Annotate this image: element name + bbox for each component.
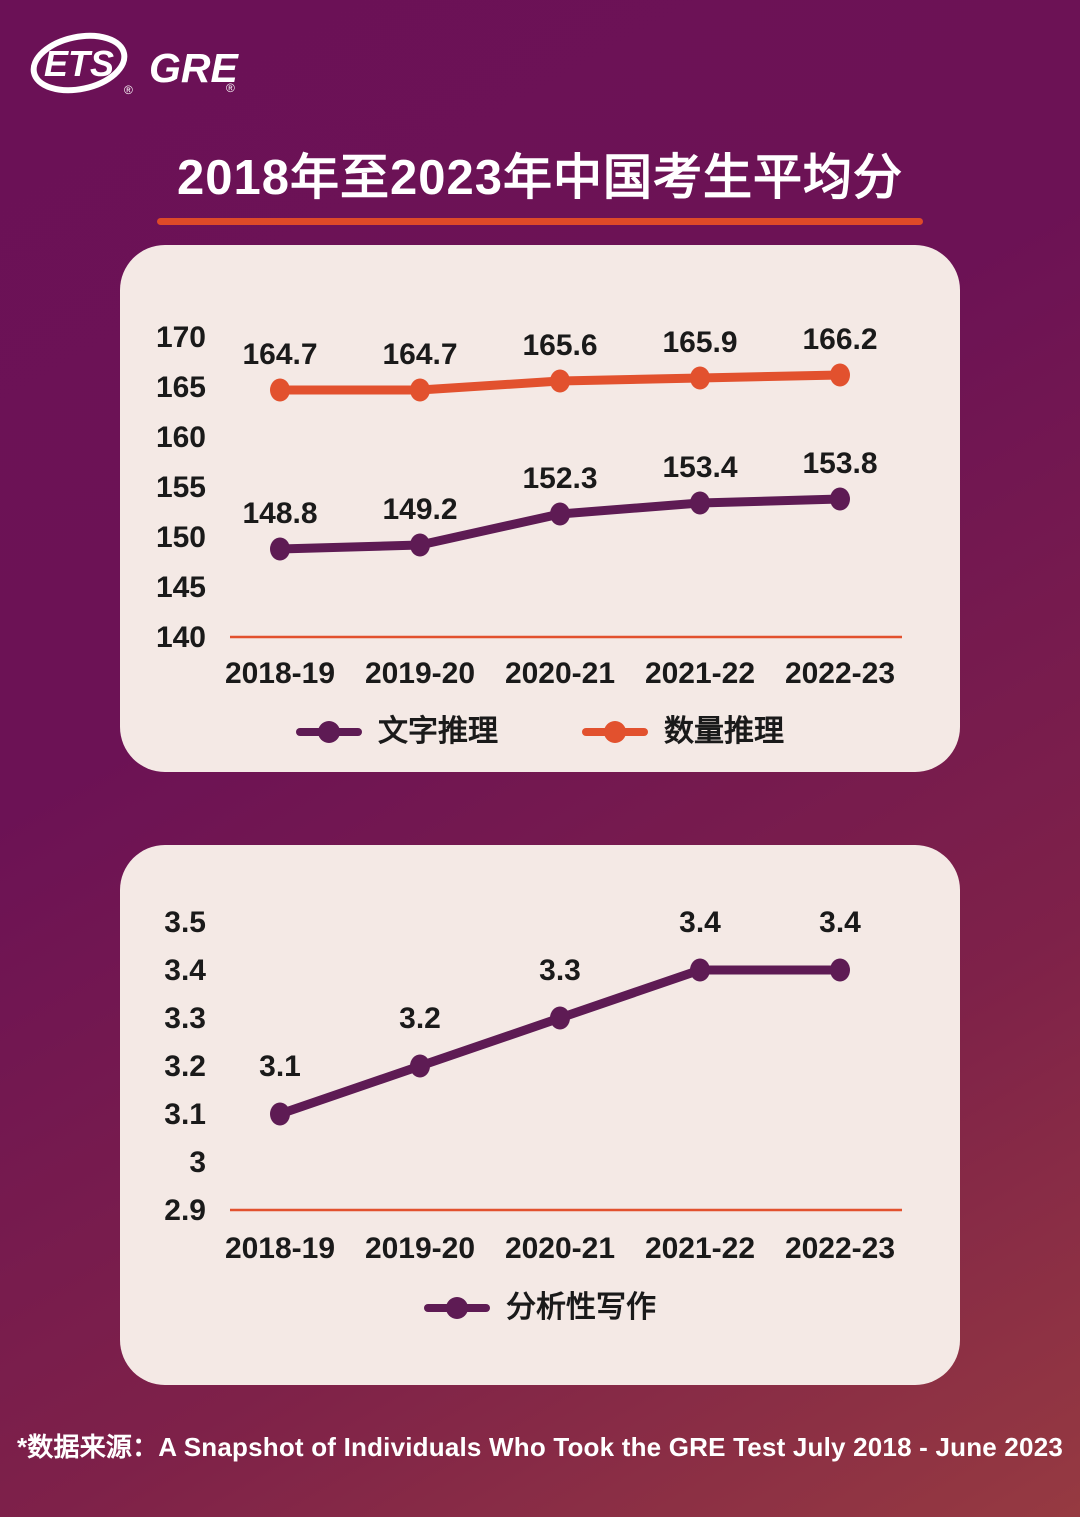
ets-oval-mark: ETS ® <box>30 32 133 97</box>
x-tick-label: 2022-23 <box>785 1232 895 1265</box>
data-point-label: 164.7 <box>382 338 457 371</box>
legend-line-marker-icon <box>424 1297 490 1319</box>
x-tick-label: 2018-19 <box>225 657 335 690</box>
data-point-label: 153.8 <box>802 447 877 480</box>
data-point-marker <box>270 1102 290 1126</box>
gre-wordmark: GRE ® <box>149 45 240 95</box>
y-tick-label: 155 <box>156 471 206 504</box>
legend-dot-icon <box>446 1297 468 1319</box>
ets-gre-logo: ETS ® GRE ® <box>30 32 240 97</box>
legend-dot-icon <box>318 721 340 743</box>
data-point-marker <box>690 958 710 982</box>
data-point-marker <box>830 958 850 982</box>
x-tick-label: 2020-21 <box>505 657 615 690</box>
data-point-marker <box>410 533 430 557</box>
legend-label: 数量推理 <box>664 715 784 748</box>
data-point-marker <box>410 1054 430 1078</box>
legend-item: 数量推理 <box>582 717 784 747</box>
gre-logo-text: GRE <box>149 45 240 91</box>
data-point-marker <box>550 1006 570 1030</box>
y-tick-label: 145 <box>156 571 206 604</box>
data-point-marker <box>830 487 850 511</box>
ets-oval-swoosh <box>30 32 128 94</box>
writing-line-chart: 3.5 3.4 3.3 3.2 3.1 3 2.9 2018-19 2019-20 2020-21… <box>164 906 902 1265</box>
y-tick-label: 3.1 <box>164 1098 206 1131</box>
y-tick-label: 150 <box>156 521 206 554</box>
legend-item: 文字推理 <box>296 717 498 747</box>
y-tick-label: 3.2 <box>164 1050 206 1083</box>
y-tick-label: 2.9 <box>164 1194 206 1227</box>
x-tick-label: 2020-21 <box>505 1232 615 1265</box>
x-tick-label: 2019-20 <box>365 657 475 690</box>
data-point-label: 152.3 <box>522 462 597 495</box>
data-point-marker <box>550 502 570 526</box>
data-point-marker <box>270 378 290 402</box>
data-point-label: 165.9 <box>662 326 737 359</box>
x-tick-label: 2019-20 <box>365 1232 475 1265</box>
page-title: 2018年至2023年中国考生平均分 <box>176 151 903 205</box>
data-point-label: 166.2 <box>802 323 877 356</box>
writing-legend: 分析性写作 <box>120 1293 960 1323</box>
y-tick-label: 3 <box>189 1146 206 1179</box>
data-source-note: *数据来源：A Snapshot of Individuals Who Took… <box>16 1432 1064 1462</box>
y-tick-label: 140 <box>156 621 206 654</box>
data-point-label: 3.4 <box>679 906 721 939</box>
data-point-label: 3.3 <box>539 954 581 987</box>
data-point-marker <box>690 491 710 515</box>
legend-line-marker-icon <box>296 721 362 743</box>
x-tick-label: 2021-22 <box>645 1232 755 1265</box>
data-point-marker <box>550 369 570 393</box>
data-point-label: 3.1 <box>259 1050 301 1083</box>
verbal-quant-chart-panel: 170 165 160 155 150 145 140 2018-19 2019-20 2020-… <box>120 245 960 772</box>
x-tick-label: 2022-23 <box>785 657 895 690</box>
x-tick-label: 2018-19 <box>225 1232 335 1265</box>
title-underline <box>157 218 923 226</box>
title-block: 2018年至2023年中国考生平均分 <box>0 150 1080 226</box>
data-point-label: 165.6 <box>522 329 597 362</box>
data-point-label: 164.7 <box>242 338 317 371</box>
series-line <box>275 965 845 1119</box>
y-tick-label: 3.5 <box>164 906 206 939</box>
legend-dot-icon <box>604 721 626 743</box>
legend-line-marker-icon <box>582 721 648 743</box>
ets-registered-mark: ® <box>124 83 133 97</box>
ets-logo-text: ETS <box>44 43 114 84</box>
data-point-marker <box>690 366 710 390</box>
data-point-marker <box>410 378 430 402</box>
data-point-marker <box>830 363 850 387</box>
x-tick-label: 2021-22 <box>645 657 755 690</box>
y-tick-label: 160 <box>156 421 206 454</box>
y-tick-label: 3.3 <box>164 1002 206 1035</box>
writing-chart-panel: 3.5 3.4 3.3 3.2 3.1 3 2.9 2018-19 2019-20 2020-21… <box>120 845 960 1385</box>
legend-label: 分析性写作 <box>506 1291 656 1324</box>
data-point-label: 3.2 <box>399 1002 441 1035</box>
data-point-label: 3.4 <box>819 906 861 939</box>
data-point-label: 153.4 <box>662 451 737 484</box>
y-tick-label: 3.4 <box>164 954 206 987</box>
data-point-label: 149.2 <box>382 493 457 526</box>
verbal-quant-legend: 文字推理 数量推理 <box>120 717 960 747</box>
legend-item: 分析性写作 <box>424 1293 656 1323</box>
data-point-marker <box>270 537 290 561</box>
y-tick-label: 170 <box>156 321 206 354</box>
gre-registered-mark: ® <box>226 81 235 95</box>
verbal-quant-line-chart: 170 165 160 155 150 145 140 2018-19 2019-20 2020-… <box>156 321 902 690</box>
y-tick-label: 165 <box>156 371 206 404</box>
data-point-label: 148.8 <box>242 497 317 530</box>
legend-label: 文字推理 <box>378 715 498 748</box>
